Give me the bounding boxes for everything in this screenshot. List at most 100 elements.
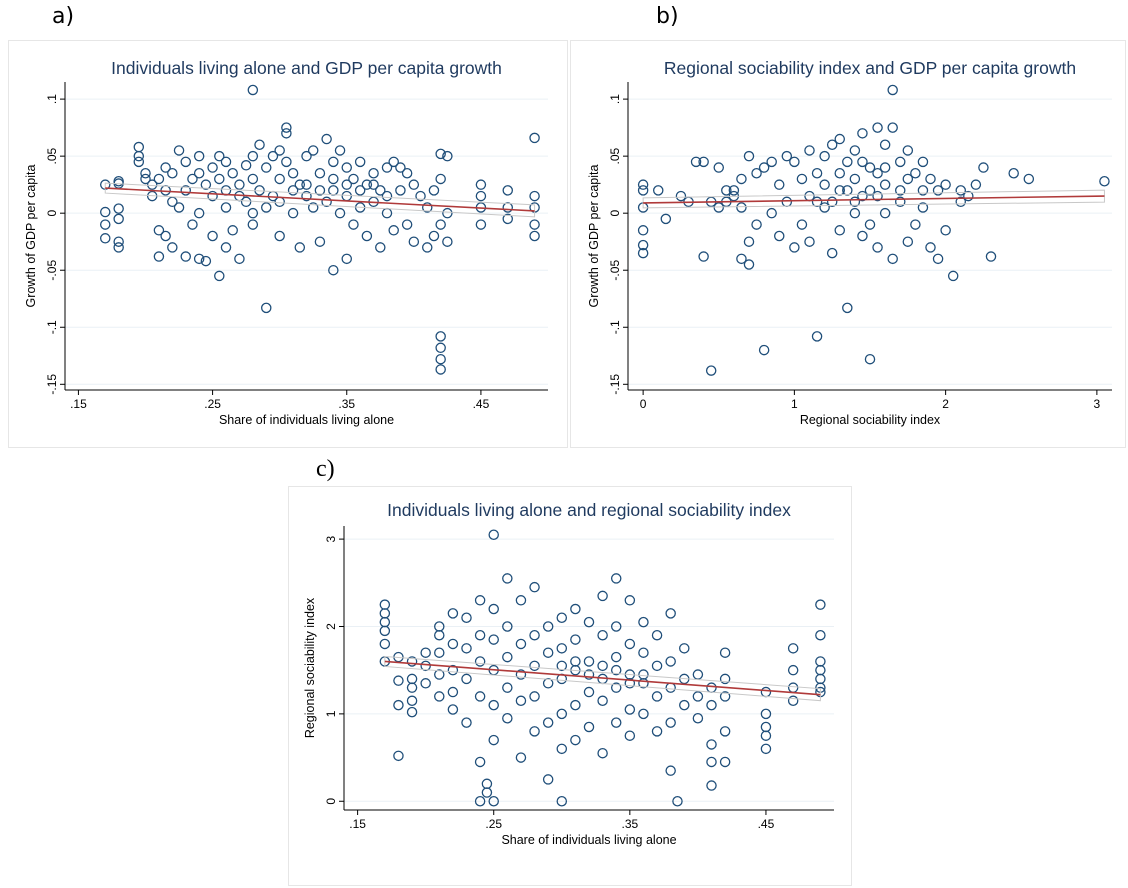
x-tick-label: .25 — [485, 817, 502, 831]
x-tick-label: .35 — [338, 397, 355, 411]
data-point — [529, 230, 540, 242]
data-point — [348, 173, 359, 185]
data-point — [502, 712, 513, 724]
data-point — [766, 156, 777, 168]
data-point — [610, 664, 622, 676]
data-point — [379, 625, 391, 637]
data-point — [488, 699, 499, 711]
data-point — [474, 656, 486, 667]
data-point — [475, 179, 487, 190]
data-point — [719, 756, 731, 768]
data-point — [113, 213, 124, 225]
data-point — [393, 750, 404, 762]
data-point — [529, 691, 540, 702]
data-point — [442, 236, 453, 247]
data-point — [160, 162, 171, 173]
data-point — [698, 251, 709, 262]
data-point — [260, 302, 272, 314]
data-point — [515, 638, 527, 650]
data-point — [637, 185, 649, 196]
data-point — [488, 603, 499, 615]
data-point — [887, 253, 898, 265]
data-point — [638, 708, 649, 720]
data-point — [167, 242, 178, 253]
data-point — [434, 647, 445, 658]
data-point — [187, 219, 198, 230]
data-point — [834, 168, 845, 179]
data-point — [925, 242, 936, 253]
data-point — [529, 726, 540, 737]
data-point — [624, 730, 636, 741]
data-point — [872, 242, 883, 253]
data-point — [406, 706, 418, 718]
y-tick-label: .05 — [45, 147, 59, 164]
data-point — [428, 185, 440, 196]
data-point — [902, 145, 914, 156]
data-point — [849, 145, 861, 156]
data-point — [240, 196, 252, 208]
data-point — [925, 173, 936, 185]
data-point — [220, 156, 232, 168]
data-point — [583, 721, 595, 733]
y-tick-label: .1 — [45, 94, 59, 104]
data-point — [815, 629, 826, 641]
data-point — [760, 730, 772, 741]
data-point — [393, 699, 404, 711]
data-point — [787, 643, 799, 654]
data-point — [193, 207, 205, 219]
data-point — [583, 686, 595, 698]
data-point — [294, 242, 306, 253]
data-point — [597, 695, 608, 707]
y-tick-label: 3 — [324, 535, 338, 542]
data-point — [281, 128, 292, 139]
scatter-points — [379, 529, 826, 807]
data-point — [665, 608, 676, 619]
data-point — [610, 717, 622, 728]
data-point — [834, 133, 845, 145]
data-point — [234, 253, 245, 265]
plot-area — [628, 82, 1112, 390]
data-point — [240, 160, 252, 171]
data-point — [679, 699, 690, 711]
data-point — [1008, 168, 1019, 179]
data-point — [706, 780, 717, 791]
data-point — [940, 225, 951, 236]
data-point — [408, 236, 420, 247]
data-point — [751, 219, 762, 230]
data-point — [624, 678, 636, 689]
panel-b-label: b) — [656, 4, 679, 29]
data-point — [354, 156, 366, 168]
data-point — [100, 233, 111, 244]
y-tick-label: -.1 — [45, 320, 59, 334]
data-point — [751, 168, 762, 179]
data-point — [651, 629, 663, 641]
data-point — [728, 185, 740, 196]
data-point — [187, 173, 198, 185]
data-point — [570, 634, 581, 645]
data-point — [789, 242, 800, 253]
data-point — [879, 162, 891, 173]
y-axis-label: Growth of GDP per capita — [24, 165, 38, 308]
data-point — [955, 196, 966, 208]
data-point — [140, 168, 151, 179]
data-point — [842, 156, 853, 168]
data-point — [879, 139, 891, 150]
x-tick-label: .45 — [473, 397, 490, 411]
data-point — [234, 179, 245, 190]
y-tick-label: 0 — [608, 210, 622, 217]
data-point — [447, 608, 459, 619]
data-point — [502, 682, 513, 693]
data-point — [247, 219, 259, 230]
data-point — [834, 225, 845, 236]
data-point — [719, 647, 731, 658]
data-point — [247, 84, 259, 96]
data-point — [902, 236, 914, 247]
data-point — [819, 150, 830, 162]
data-point — [381, 162, 393, 173]
data-point — [406, 695, 418, 707]
data-point — [651, 691, 663, 702]
data-point — [698, 156, 709, 168]
data-point — [665, 717, 676, 728]
data-point — [193, 168, 205, 179]
x-axis-label: Regional sociability index — [800, 413, 941, 427]
